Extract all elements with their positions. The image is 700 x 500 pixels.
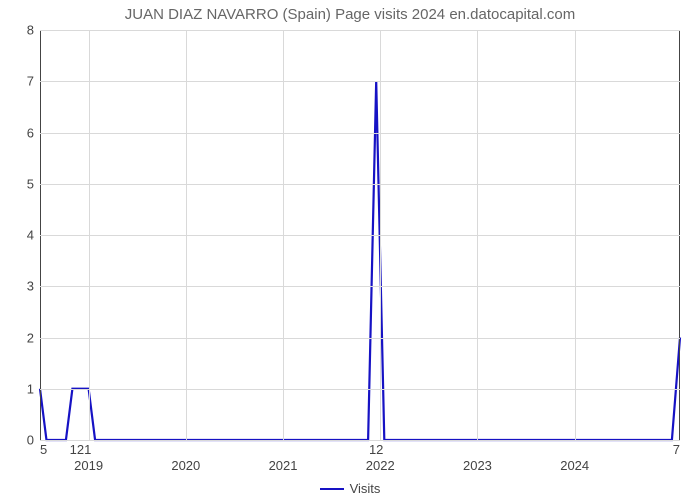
data-point-label: 5 [40, 442, 47, 457]
data-point-label: 121 [70, 442, 92, 457]
grid-line-v [380, 30, 381, 440]
legend-swatch [320, 488, 344, 490]
grid-line-h [40, 286, 680, 287]
y-tick-label: 6 [0, 125, 34, 140]
data-point-label: 12 [369, 442, 383, 457]
grid-line-h [40, 133, 680, 134]
data-point-label: 7 [673, 442, 680, 457]
grid-line-h [40, 184, 680, 185]
y-tick-label: 4 [0, 228, 34, 243]
grid-line-v [575, 30, 576, 440]
visits-line [40, 81, 680, 440]
grid-line-h [40, 389, 680, 390]
chart-title: JUAN DIAZ NAVARRO (Spain) Page visits 20… [0, 6, 700, 23]
legend-label: Visits [350, 481, 381, 496]
legend: Visits [0, 480, 700, 496]
grid-line-v [477, 30, 478, 440]
y-tick-label: 3 [0, 279, 34, 294]
y-tick-label: 5 [0, 176, 34, 191]
x-tick-label: 2024 [560, 458, 589, 473]
y-tick-label: 1 [0, 381, 34, 396]
plot-area [40, 30, 680, 440]
y-tick-label: 0 [0, 433, 34, 448]
x-tick-label: 2021 [269, 458, 298, 473]
grid-line-h [40, 81, 680, 82]
y-tick-label: 7 [0, 74, 34, 89]
grid-line-h [40, 30, 680, 31]
grid-line-v [186, 30, 187, 440]
grid-line-h [40, 440, 680, 441]
grid-line-v [283, 30, 284, 440]
x-tick-label: 2020 [171, 458, 200, 473]
y-tick-label: 2 [0, 330, 34, 345]
x-tick-label: 2022 [366, 458, 395, 473]
grid-line-v [89, 30, 90, 440]
grid-line-h [40, 235, 680, 236]
x-tick-label: 2019 [74, 458, 103, 473]
grid-line-h [40, 338, 680, 339]
chart-container: JUAN DIAZ NAVARRO (Spain) Page visits 20… [0, 0, 700, 500]
y-tick-label: 8 [0, 23, 34, 38]
x-tick-label: 2023 [463, 458, 492, 473]
